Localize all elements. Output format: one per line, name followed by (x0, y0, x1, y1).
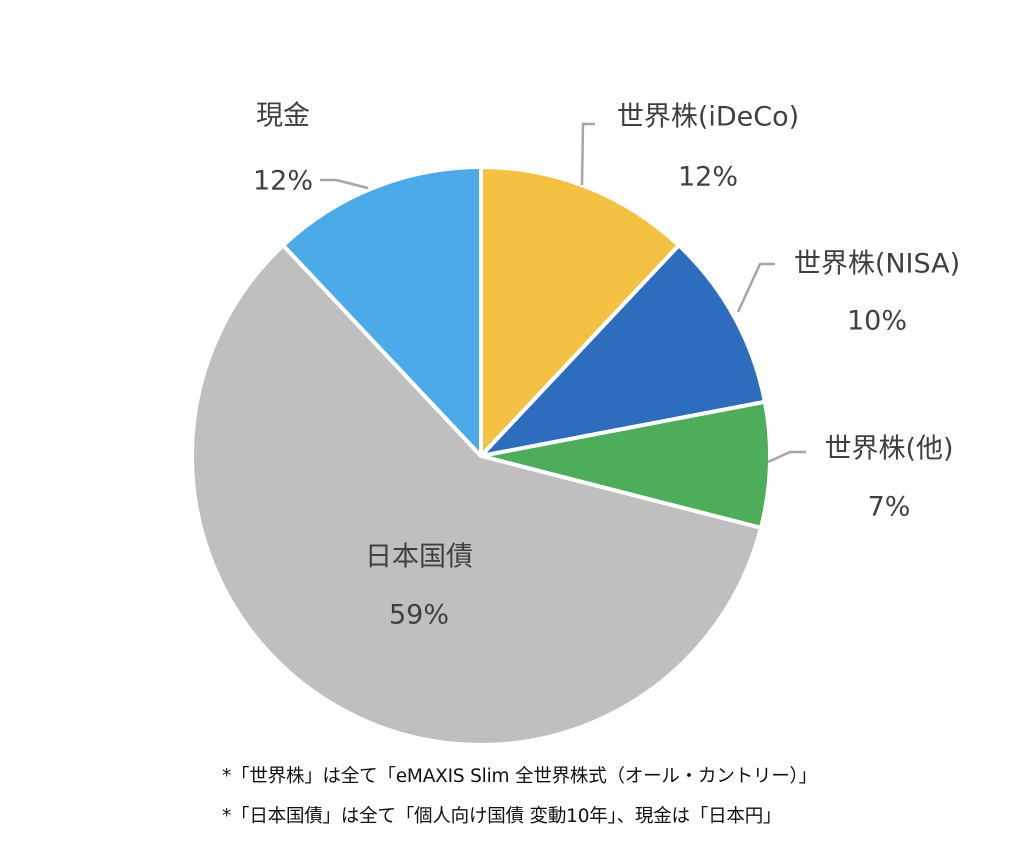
leader-line-4 (320, 178, 369, 190)
pie-slice-0 (479, 165, 681, 458)
leader-lines (320, 122, 806, 464)
pie-slice-1 (479, 243, 767, 458)
slice-value-label-3: 59% (389, 600, 449, 631)
pie-slices (190, 165, 772, 748)
slice-name-label-2: 世界株(他) (824, 434, 953, 465)
leader-line-2 (767, 450, 806, 464)
slice-value-label-2: 7% (868, 492, 911, 523)
slice-name-label-1: 世界株(NISA) (794, 249, 960, 280)
pie-slice-3 (190, 243, 763, 748)
pie-slice-4 (281, 165, 483, 458)
footnote-japan-bond: *「日本国債」は全て「個人向け国債 変動10年」、現金は「日本円」 (222, 806, 782, 827)
slice-value-label-1: 10% (847, 306, 907, 337)
slice-labels: 世界株(iDeCo) 12% 世界株(NISA) 10% 世界株(他) 7% 日本国債 59%… (253, 101, 960, 631)
slice-value-label-4: 12% (253, 166, 313, 197)
pie-slice-2 (479, 399, 772, 530)
slice-name-label-0: 世界株(iDeCo) (617, 102, 799, 133)
slice-name-label-3: 日本国債 (365, 542, 473, 573)
footnote-world-stock: *「世界株」は全て「eMAXIS Slim 全世界株式（オール・カントリー）」 (222, 766, 817, 787)
leader-line-1 (736, 262, 775, 313)
leader-line-0 (580, 122, 595, 186)
slice-value-label-0: 12% (678, 162, 738, 193)
slice-name-label-4: 現金 (256, 101, 310, 132)
